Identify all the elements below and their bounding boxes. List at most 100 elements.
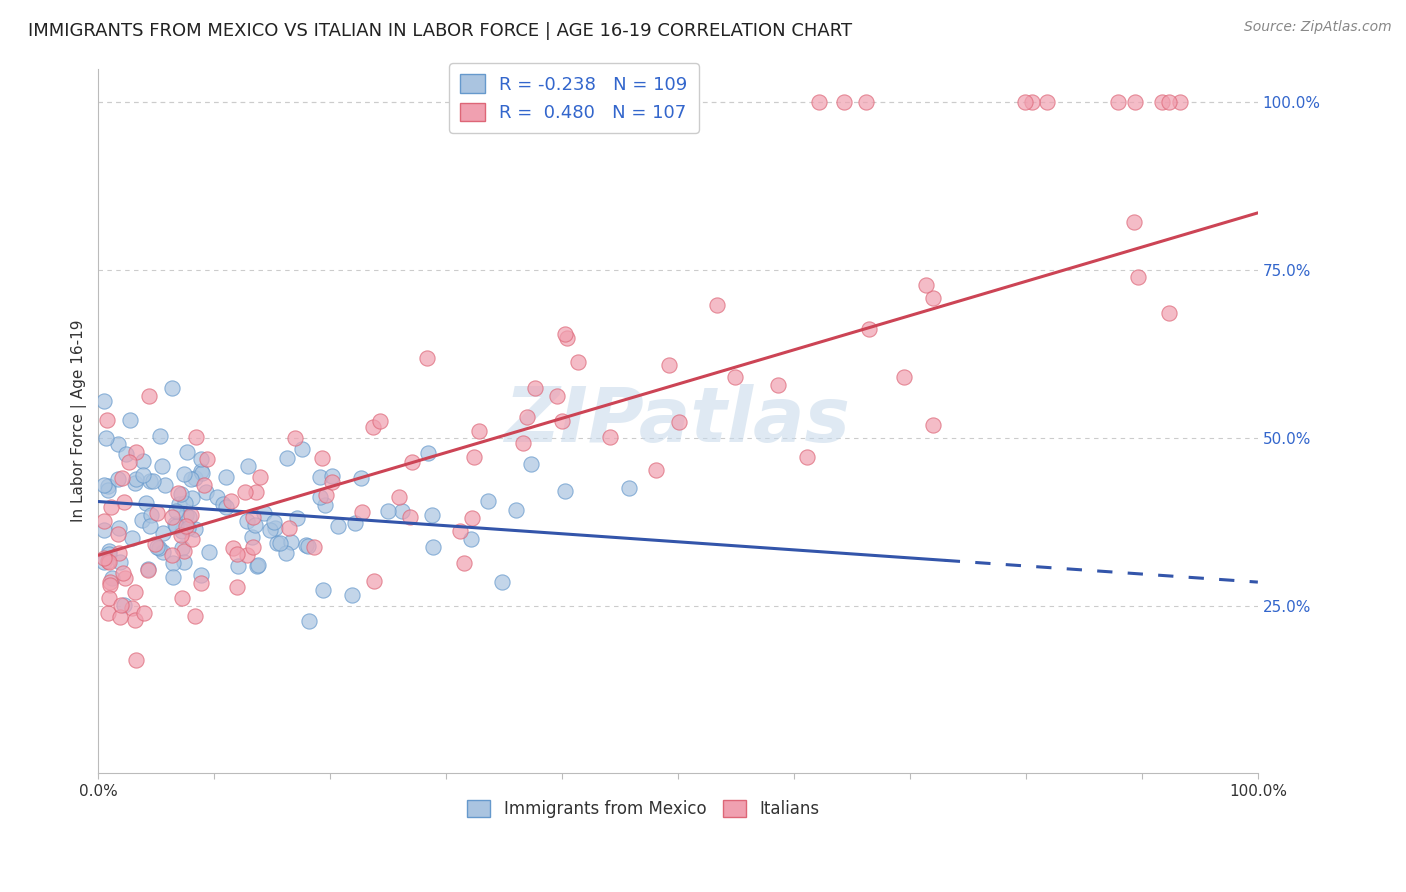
Point (461, 510, 484, 524)
Point (132, 606, 155, 620)
Point (368, 414, 391, 428)
Point (658, 359, 681, 373)
Point (124, 585, 146, 599)
Point (1107, 95, 1129, 109)
Point (148, 541, 170, 555)
Point (193, 478, 215, 492)
Point (468, 424, 491, 438)
Point (167, 497, 190, 511)
Point (352, 505, 374, 519)
Point (107, 526, 129, 541)
Point (162, 556, 184, 570)
Point (245, 485, 267, 500)
Point (276, 546, 298, 560)
Point (97, 554, 120, 568)
Point (125, 653, 148, 667)
Point (107, 471, 129, 485)
Point (259, 523, 281, 537)
Point (422, 541, 444, 555)
Point (121, 531, 143, 545)
Point (174, 508, 197, 523)
Point (416, 446, 439, 460)
Point (152, 525, 174, 540)
Point (554, 484, 576, 499)
Point (266, 536, 288, 550)
Point (190, 466, 212, 480)
Point (93, 478, 115, 492)
Point (181, 532, 204, 546)
Point (449, 524, 471, 538)
Point (173, 544, 195, 558)
Point (170, 591, 193, 606)
Point (233, 485, 256, 500)
Point (321, 469, 343, 483)
Point (796, 450, 818, 465)
Point (226, 580, 249, 594)
Point (291, 442, 314, 456)
Point (124, 613, 146, 627)
Point (184, 608, 207, 623)
Point (302, 540, 325, 554)
Point (195, 451, 218, 466)
Point (162, 569, 184, 583)
Point (283, 431, 305, 445)
Point (160, 548, 183, 562)
Point (315, 488, 337, 502)
Point (893, 370, 915, 384)
Point (491, 575, 513, 590)
Point (249, 470, 271, 484)
Point (1126, 269, 1149, 284)
Point (520, 457, 543, 471)
Point (1014, 95, 1036, 109)
Point (93, 523, 115, 537)
Point (163, 517, 186, 532)
Point (321, 475, 343, 490)
Point (1123, 95, 1146, 109)
Point (107, 546, 129, 560)
Point (222, 541, 245, 555)
Point (124, 472, 146, 486)
Point (280, 534, 302, 549)
Point (308, 490, 330, 504)
Point (125, 444, 148, 458)
Point (297, 539, 319, 553)
Point (96, 413, 118, 427)
Point (309, 469, 332, 483)
Point (567, 355, 589, 369)
Point (226, 547, 249, 561)
Point (93, 515, 115, 529)
Point (512, 436, 534, 450)
Point (340, 588, 363, 602)
Point (832, 95, 855, 109)
Point (245, 558, 267, 573)
Point (228, 559, 250, 574)
Point (98, 543, 121, 558)
Point (350, 471, 373, 485)
Point (645, 463, 668, 477)
Point (180, 508, 202, 522)
Point (120, 413, 142, 427)
Point (132, 468, 155, 483)
Point (97, 478, 120, 492)
Point (377, 504, 399, 518)
Y-axis label: In Labor Force | Age 16-19: In Labor Force | Age 16-19 (72, 319, 87, 522)
Point (236, 459, 259, 474)
Point (94, 431, 117, 445)
Point (98, 578, 121, 592)
Point (215, 500, 238, 514)
Point (1157, 95, 1180, 109)
Point (97, 591, 120, 605)
Point (150, 458, 173, 473)
Point (242, 540, 264, 554)
Point (295, 538, 318, 552)
Point (184, 521, 207, 535)
Point (264, 521, 287, 535)
Point (136, 563, 159, 577)
Point (176, 444, 198, 458)
Point (173, 496, 195, 510)
Point (808, 95, 831, 109)
Point (922, 417, 945, 432)
Point (391, 504, 413, 518)
Point (855, 95, 877, 109)
Point (111, 566, 134, 580)
